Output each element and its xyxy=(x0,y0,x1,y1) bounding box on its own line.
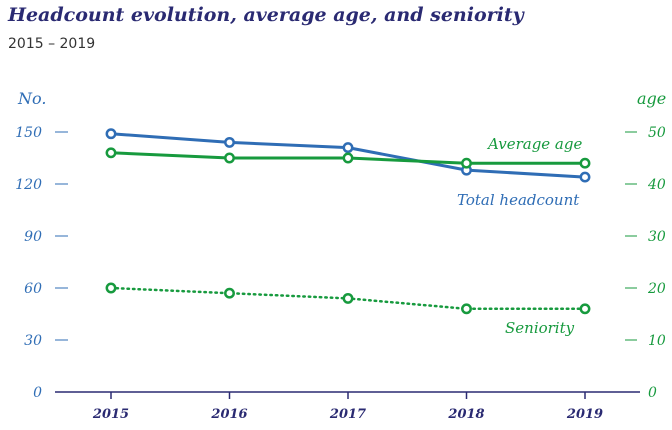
total-headcount-point xyxy=(224,136,235,148)
total-headcount-label: Total headcount xyxy=(457,191,580,209)
y-left-tick-label: 30 xyxy=(24,333,42,349)
seniority-point xyxy=(461,303,472,315)
total-headcount-point xyxy=(342,142,354,154)
seniority-point xyxy=(342,292,354,304)
chart-title: Headcount evolution, average age, and se… xyxy=(8,4,524,26)
x-tick-label: 2017 xyxy=(329,407,366,422)
x-tick-label: 2016 xyxy=(210,407,247,422)
chart-subtitle: 2015 – 2019 xyxy=(8,36,96,52)
y-right-tick-label: 10 xyxy=(648,333,666,349)
y-right-tick-label: 20 xyxy=(647,281,666,297)
y-right-tick-label: 0 xyxy=(648,385,657,401)
average-age-point xyxy=(224,152,235,164)
y-left-axis-title: No. xyxy=(17,89,46,108)
y-left-tick-label: 90 xyxy=(24,229,42,245)
x-tick-label: 2018 xyxy=(447,407,484,422)
seniority-point xyxy=(224,287,235,299)
y-right-tick-label: 30 xyxy=(648,229,666,245)
average-age-point xyxy=(579,157,591,169)
total-headcount-point xyxy=(579,171,591,183)
seniority-point xyxy=(579,303,591,315)
y-left-tick-label: 60 xyxy=(24,281,42,297)
y-left-tick-label: 120 xyxy=(15,177,42,193)
average-age-point xyxy=(461,157,472,169)
y-right-tick-label: 50 xyxy=(648,125,666,141)
total-headcount-point xyxy=(105,128,117,140)
average-age-label: Average age xyxy=(486,135,582,153)
y-right-tick-label: 40 xyxy=(647,177,666,193)
y-left-tick-label: 0 xyxy=(33,385,42,401)
seniority-label: Seniority xyxy=(505,319,575,337)
average-age-point xyxy=(342,152,354,164)
y-right-axis-title: age xyxy=(637,89,666,108)
average-age-point xyxy=(105,147,117,159)
seniority-point xyxy=(105,282,117,294)
y-left-tick-label: 150 xyxy=(15,125,42,141)
x-tick-label: 2019 xyxy=(566,407,603,422)
x-tick-label: 2015 xyxy=(92,407,129,422)
